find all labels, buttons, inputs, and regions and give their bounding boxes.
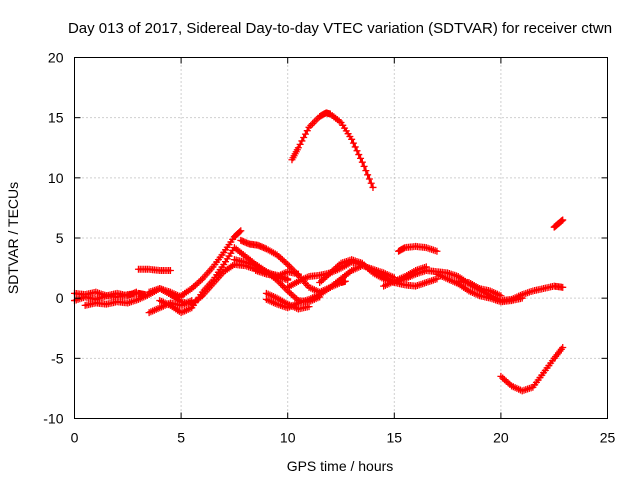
x-tick-label: 0 — [71, 430, 79, 446]
data-point — [367, 179, 375, 187]
data-point — [348, 135, 356, 143]
data-point — [518, 294, 526, 302]
data-point — [236, 228, 244, 236]
y-tick-label: -10 — [43, 411, 63, 427]
series-line — [290, 111, 375, 189]
data-point — [355, 151, 363, 159]
series-track-t — [454, 277, 505, 300]
series-track-q — [380, 263, 430, 290]
data-point — [559, 283, 567, 291]
y-tick-label: 20 — [48, 50, 64, 66]
data-point — [351, 143, 359, 151]
data-point — [559, 216, 567, 224]
x-tick-label: 5 — [177, 430, 185, 446]
data-point — [362, 167, 370, 175]
data-point — [559, 344, 567, 352]
data-point — [294, 270, 302, 278]
axis-ticks: 0 5 10 15 20 25 -10 -5 0 5 10 15 20 — [43, 50, 615, 446]
x-tick-label: 25 — [600, 430, 616, 446]
plot-frame — [74, 57, 608, 419]
data-point — [237, 227, 245, 235]
series-track-d — [134, 265, 174, 274]
data-point — [497, 292, 505, 300]
data-point — [353, 147, 361, 155]
data-point — [369, 183, 377, 191]
x-axis-label: GPS time / hours — [287, 458, 394, 474]
series-track-s — [433, 270, 526, 306]
grid-lines — [74, 57, 608, 419]
x-tick-label: 10 — [280, 430, 296, 446]
series-track-p — [316, 256, 567, 305]
y-axis-label: SDTVAR / TECUs — [5, 182, 21, 294]
series-layer — [71, 109, 567, 395]
data-point — [305, 303, 313, 311]
x-tick-label: 15 — [387, 430, 403, 446]
data-point — [349, 139, 357, 147]
y-tick-label: 15 — [48, 110, 64, 126]
y-tick-label: 0 — [56, 290, 64, 306]
series-track-h — [177, 227, 245, 300]
data-point — [433, 247, 441, 255]
series-track-k — [252, 266, 302, 281]
data-point — [166, 266, 174, 274]
x-tick-label: 20 — [493, 430, 509, 446]
y-tick-label: 10 — [48, 170, 64, 186]
data-point — [422, 263, 430, 271]
series-track-o — [288, 109, 377, 191]
series-track-r — [395, 242, 441, 255]
chart-title: Day 013 of 2017, Sidereal Day-to-day VTE… — [68, 20, 612, 37]
series-track-v — [550, 216, 567, 231]
data-point — [358, 158, 366, 166]
series-track-b — [71, 288, 140, 300]
data-point — [132, 288, 140, 296]
series-track-u — [497, 344, 567, 395]
data-point — [357, 154, 365, 162]
data-point — [284, 276, 292, 284]
data-point — [360, 162, 368, 170]
data-point — [341, 277, 349, 285]
y-tick-label: 5 — [56, 230, 64, 246]
data-point — [364, 171, 372, 179]
data-point — [365, 175, 373, 183]
y-tick-label: -5 — [51, 350, 64, 366]
